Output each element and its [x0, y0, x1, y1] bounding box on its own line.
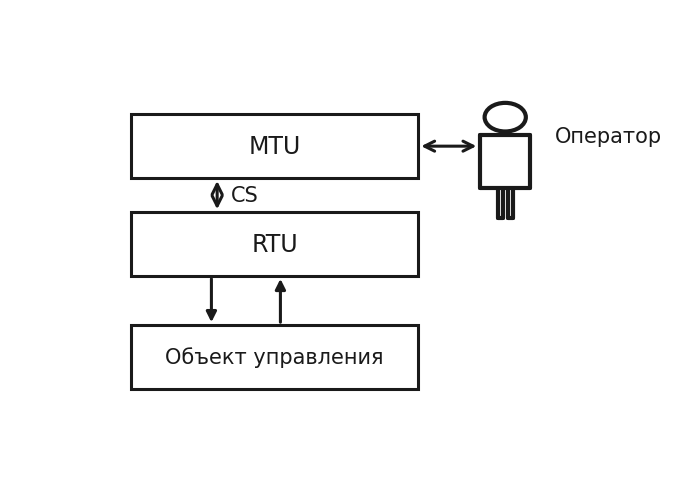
Text: Оператор: Оператор	[554, 127, 661, 147]
Text: CS: CS	[231, 186, 258, 205]
Text: Объект управления: Объект управления	[165, 347, 384, 367]
Circle shape	[484, 103, 526, 132]
Bar	[131, 213, 419, 277]
Text: MTU: MTU	[248, 135, 301, 159]
Bar	[131, 325, 419, 389]
Text: RTU: RTU	[251, 233, 298, 257]
Bar	[131, 115, 419, 179]
